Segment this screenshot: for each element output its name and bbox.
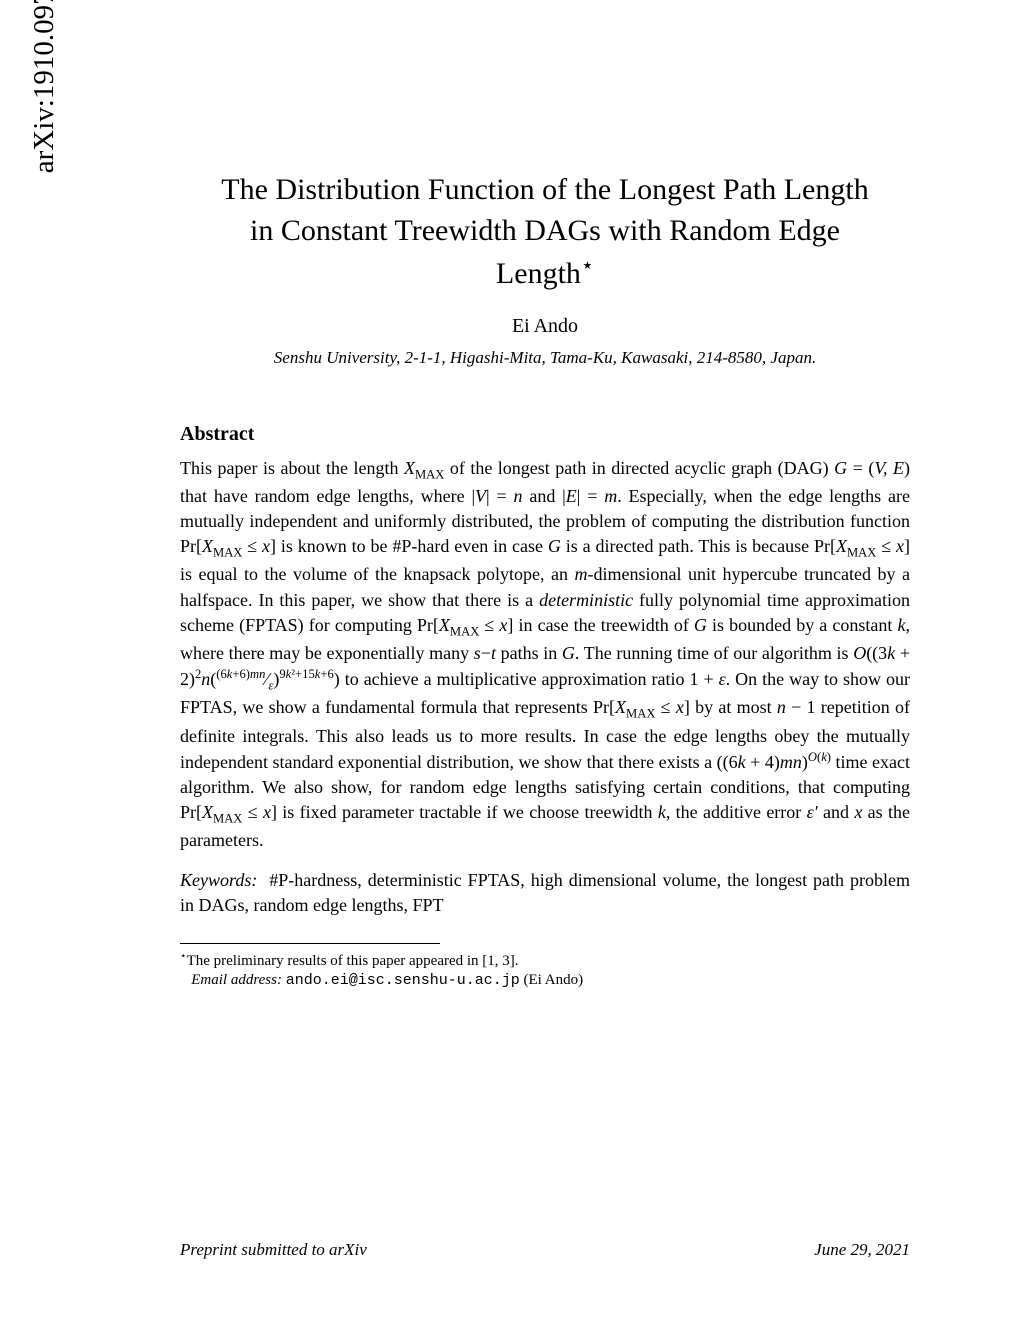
preprint-right: June 29, 2021 <box>814 1240 910 1260</box>
footnote-email-label: Email address: <box>191 972 282 988</box>
author-name: Ei Ando <box>180 315 910 338</box>
footnote-email-address: ando.ei@isc.senshu-u.ac.jp <box>286 972 520 989</box>
keywords-label: Keywords: <box>180 870 257 890</box>
abstract-text: This paper is about the length XMAX of t… <box>180 456 910 854</box>
footnote-star: ⋆The preliminary results of this paper a… <box>180 950 910 972</box>
preprint-left: Preprint submitted to arXiv <box>180 1240 367 1260</box>
preprint-footer: Preprint submitted to arXiv June 29, 202… <box>180 1240 910 1260</box>
footnote-rule <box>180 943 440 944</box>
footnote-email-name: (Ei Ando) <box>524 972 584 988</box>
affiliation: Senshu University, 2-1-1, Higashi-Mita, … <box>180 348 910 368</box>
abstract-heading: Abstract <box>180 423 910 446</box>
arxiv-identifier: arXiv:1910.09791v3 [cs.CC] 28 Jun 2021 <box>28 0 61 280</box>
title-line-3: Length <box>496 257 581 290</box>
footnote-email: Email address: ando.ei@isc.senshu-u.ac.j… <box>180 971 910 991</box>
keywords: Keywords: #P-hardness, deterministic FPT… <box>180 868 910 918</box>
keywords-text: #P-hardness, deterministic FPTAS, high d… <box>180 870 910 915</box>
title-star: ⋆ <box>581 253 594 277</box>
paper-title: The Distribution Function of the Longest… <box>180 170 910 295</box>
title-line-1: The Distribution Function of the Longest… <box>221 173 868 206</box>
paper-content: The Distribution Function of the Longest… <box>180 170 910 991</box>
title-line-2: in Constant Treewidth DAGs with Random E… <box>250 214 840 247</box>
